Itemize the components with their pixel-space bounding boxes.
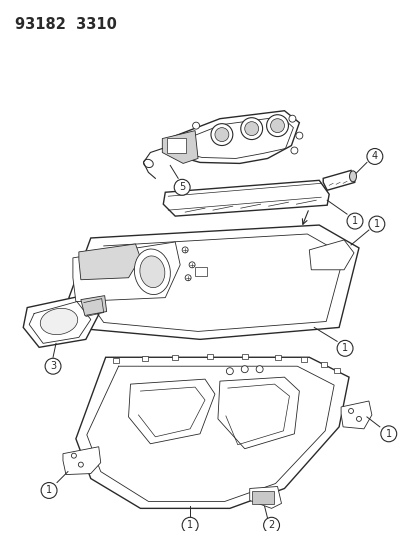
FancyBboxPatch shape [301, 357, 306, 362]
Circle shape [226, 368, 233, 375]
Text: 3: 3 [50, 361, 56, 371]
Polygon shape [323, 171, 354, 190]
FancyBboxPatch shape [166, 138, 185, 153]
Circle shape [270, 119, 284, 133]
Circle shape [182, 247, 188, 253]
Text: 1: 1 [187, 520, 193, 530]
FancyBboxPatch shape [206, 354, 212, 359]
Circle shape [240, 118, 262, 140]
Circle shape [290, 147, 297, 154]
Polygon shape [63, 447, 100, 474]
Polygon shape [23, 296, 98, 348]
Circle shape [71, 453, 76, 458]
Circle shape [346, 213, 362, 229]
Ellipse shape [349, 171, 356, 182]
Polygon shape [73, 242, 180, 302]
Polygon shape [249, 487, 281, 508]
Circle shape [266, 115, 288, 136]
Circle shape [241, 366, 248, 373]
Polygon shape [309, 240, 353, 270]
Circle shape [192, 122, 199, 129]
Circle shape [380, 426, 396, 442]
Circle shape [182, 518, 197, 533]
Ellipse shape [140, 256, 164, 288]
Polygon shape [165, 111, 299, 164]
Circle shape [185, 274, 191, 281]
Text: 1: 1 [351, 216, 357, 226]
Circle shape [263, 518, 279, 533]
Circle shape [244, 122, 258, 135]
Text: 1: 1 [341, 343, 347, 353]
FancyBboxPatch shape [274, 356, 280, 360]
Polygon shape [217, 377, 299, 449]
Circle shape [78, 462, 83, 467]
Polygon shape [81, 296, 107, 316]
Circle shape [368, 216, 384, 232]
Polygon shape [69, 225, 358, 340]
Circle shape [174, 179, 190, 195]
FancyBboxPatch shape [194, 268, 207, 276]
Circle shape [288, 115, 295, 122]
Text: 93182  3310: 93182 3310 [15, 17, 117, 33]
Circle shape [189, 262, 195, 268]
Circle shape [214, 127, 228, 142]
FancyBboxPatch shape [172, 356, 178, 360]
Text: 1: 1 [385, 429, 391, 439]
Polygon shape [128, 379, 214, 444]
FancyBboxPatch shape [112, 358, 118, 363]
FancyBboxPatch shape [241, 354, 247, 359]
FancyBboxPatch shape [252, 491, 273, 504]
Circle shape [211, 124, 232, 146]
Text: 1: 1 [373, 219, 379, 229]
Circle shape [256, 366, 263, 373]
FancyBboxPatch shape [142, 356, 148, 361]
Text: 2: 2 [268, 520, 274, 530]
FancyBboxPatch shape [320, 362, 326, 367]
Polygon shape [163, 180, 328, 216]
Circle shape [41, 482, 57, 498]
Circle shape [356, 416, 361, 422]
Circle shape [45, 358, 61, 374]
FancyBboxPatch shape [333, 368, 339, 373]
Polygon shape [78, 244, 140, 280]
Text: 1: 1 [46, 486, 52, 496]
Circle shape [348, 408, 353, 414]
Circle shape [295, 132, 302, 139]
Polygon shape [162, 131, 197, 164]
Ellipse shape [40, 308, 78, 335]
Circle shape [336, 341, 352, 356]
Ellipse shape [134, 249, 170, 295]
Text: 5: 5 [178, 182, 185, 192]
Polygon shape [340, 401, 371, 429]
Text: 4: 4 [371, 151, 377, 161]
Circle shape [366, 149, 382, 164]
Polygon shape [76, 357, 348, 508]
